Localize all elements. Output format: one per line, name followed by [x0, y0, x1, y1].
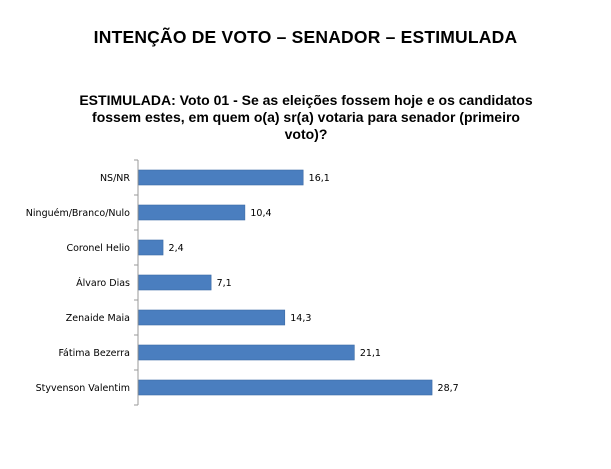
category-label: Fátima Bezerra	[58, 348, 130, 359]
chart-subtitle: ESTIMULADA: Voto 01 - Se as eleições fos…	[79, 92, 533, 142]
bar	[138, 344, 355, 361]
chart-subtitle-line: voto)?	[285, 126, 328, 142]
category-label: Ninguém/Branco/Nulo	[26, 208, 130, 219]
category-label: Zenaide Maia	[66, 313, 130, 324]
bar	[138, 239, 164, 256]
value-label: 21,1	[360, 348, 381, 359]
category-label: Álvaro Dias	[76, 277, 130, 289]
bar	[138, 309, 286, 326]
value-labels: 16,1 10,4 2,4 7,1 14,3 21,1 28,7	[169, 173, 459, 394]
category-label: Styvenson Valentim	[36, 383, 130, 394]
value-label: 16,1	[309, 173, 330, 184]
bar	[138, 274, 212, 291]
category-label: Coronel Helio	[66, 243, 130, 254]
value-label: 7,1	[217, 278, 232, 289]
page-title: INTENÇÃO DE VOTO – SENADOR – ESTIMULADA	[93, 27, 518, 47]
chart-subtitle-line: ESTIMULADA: Voto 01 - Se as eleições fos…	[79, 92, 533, 108]
bars	[134, 159, 433, 406]
bar	[138, 379, 433, 396]
bar	[138, 169, 304, 186]
category-label: NS/NR	[100, 173, 130, 184]
category-labels: NS/NR Ninguém/Branco/Nulo Coronel Helio Álv…	[26, 173, 131, 394]
bar	[138, 204, 246, 221]
value-label: 14,3	[290, 313, 311, 324]
value-label: 2,4	[169, 243, 184, 254]
value-label: 10,4	[250, 208, 271, 219]
chart-subtitle-line: fossem estes, em quem o(a) sr(a) votaria…	[92, 109, 520, 125]
value-label: 28,7	[438, 383, 459, 394]
